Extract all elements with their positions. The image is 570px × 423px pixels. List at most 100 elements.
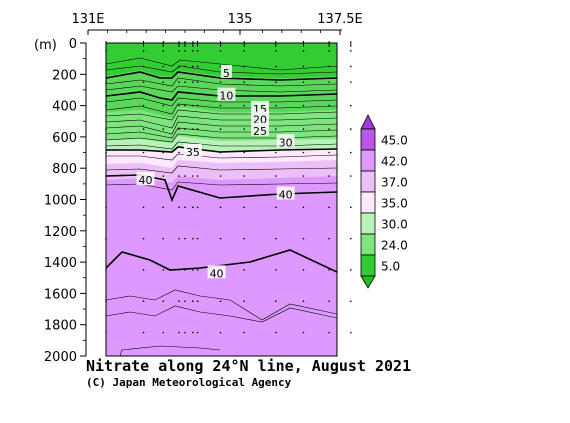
sample-dot: [105, 331, 107, 334]
sample-dot: [274, 81, 277, 83]
thin-contours: [106, 57, 337, 356]
sample-dot: [105, 81, 107, 83]
sample-dot: [162, 237, 165, 240]
sample-dot: [162, 269, 165, 271]
colorbar-level-label: 30.0: [381, 218, 408, 232]
sample-dot: [196, 81, 199, 83]
sample-dot: [328, 50, 330, 52]
sample-dot: [243, 269, 246, 271]
colorbar-level-label: 24.0: [381, 239, 408, 253]
colorbar-swatch: [360, 254, 376, 277]
sample-dot: [219, 65, 222, 68]
sample-dot: [350, 175, 352, 177]
sample-dot: [302, 50, 305, 52]
sample-dot: [302, 65, 305, 68]
sample-dot: [243, 151, 246, 154]
sample-dot: [142, 331, 145, 334]
sample-dot: [105, 128, 107, 130]
sample-dot: [350, 81, 352, 83]
sample-dot: [196, 300, 199, 303]
sample-dot: [192, 300, 194, 303]
sample-dot: [142, 65, 145, 68]
sample-dot: [302, 269, 305, 271]
sample-dot: [350, 128, 352, 130]
y-tick-label: 1800: [44, 319, 77, 334]
sample-dot: [196, 237, 199, 240]
sample-dot: [274, 65, 277, 68]
sample-dot: [162, 128, 165, 130]
contour-label-bg: [251, 122, 269, 136]
contour-label: 40: [138, 174, 152, 187]
sample-dot: [192, 269, 194, 271]
sample-dot: [184, 65, 186, 68]
sample-dot: [192, 104, 194, 107]
colorbar-level-label: 42.0: [381, 155, 408, 169]
sample-dot: [142, 206, 145, 209]
sample-dot: [162, 104, 165, 107]
colorbar-level-label: 37.0: [381, 176, 408, 190]
sample-dot: [302, 81, 305, 83]
sample-dot: [178, 300, 180, 303]
sample-dot: [105, 300, 107, 303]
sample-dot: [184, 331, 186, 334]
sample-dot: [328, 65, 330, 68]
sample-dot: [184, 175, 186, 177]
contour-label: 10: [219, 90, 233, 103]
sample-dot: [243, 50, 246, 52]
sample-dot: [274, 50, 277, 52]
y-tick-label: 600: [52, 131, 77, 146]
sample-dot: [219, 175, 222, 177]
sample-dot: [178, 50, 180, 52]
colorbar-top-arrow: [360, 114, 376, 130]
sample-dot: [219, 81, 222, 83]
sample-dot: [302, 151, 305, 154]
sample-dot: [105, 206, 107, 209]
sample-dot: [178, 128, 180, 130]
y-tick-label: 1600: [44, 287, 77, 302]
sample-dot: [243, 104, 246, 107]
sample-dot: [274, 237, 277, 240]
band-below-5: [106, 43, 337, 78]
sample-dot: [105, 175, 107, 177]
x-tick-label: 137.5E: [317, 12, 362, 27]
sample-dot: [243, 331, 246, 334]
sample-dot: [350, 300, 352, 303]
sample-dot: [243, 300, 246, 303]
sample-dot: [162, 175, 165, 177]
colorbar-swatch: [360, 212, 376, 235]
sample-dot: [142, 300, 145, 303]
sample-dot: [192, 175, 194, 177]
sample-dot: [142, 104, 145, 107]
station-markers: [105, 41, 352, 334]
sample-dot: [192, 65, 194, 68]
x-tick-label: 131E: [71, 12, 104, 27]
y-tick-label: 0: [69, 37, 77, 52]
contour-label-bg: [207, 265, 226, 279]
sample-dot: [162, 151, 165, 154]
sample-dot: [219, 300, 222, 303]
sample-dot: [302, 237, 305, 240]
contour-label: 30: [279, 136, 293, 149]
sample-dot: [192, 128, 194, 130]
contour-label: 5: [223, 67, 230, 80]
sample-dot: [105, 65, 107, 68]
sample-dot: [196, 331, 199, 334]
contour-label-bg: [251, 111, 269, 125]
sample-dot: [184, 300, 186, 303]
sample-dot: [243, 128, 246, 130]
plot-fill: [106, 43, 337, 356]
sample-dot: [328, 81, 330, 83]
sample-dot: [219, 206, 222, 209]
sample-dot: [350, 50, 352, 52]
sample-dot: [196, 50, 199, 52]
sample-dot: [350, 65, 352, 68]
contour-label-bg: [276, 134, 295, 148]
y-tick-label: 200: [52, 68, 77, 83]
sample-dot: [162, 50, 165, 52]
axis-ticks: 131E 135 137.5E 0 200 400 600 800 1000 1200 1400 16…: [34, 12, 363, 365]
sample-dot: [178, 104, 180, 107]
contour-label-bg: [251, 100, 269, 114]
sample-dot: [350, 269, 352, 271]
sample-dot: [274, 206, 277, 209]
